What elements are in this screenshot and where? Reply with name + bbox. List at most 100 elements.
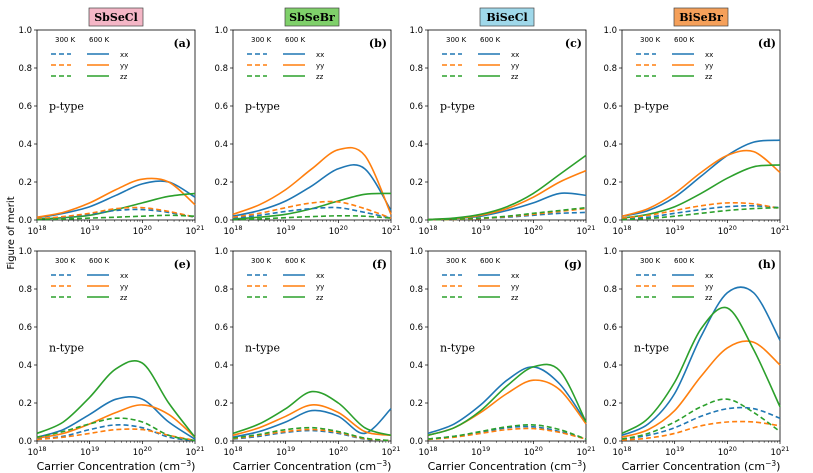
series-line-zz-600k xyxy=(621,306,781,435)
y-tick-label: 1.0 xyxy=(18,26,32,36)
y-tick-label: 0.8 xyxy=(603,64,617,74)
x-tick-label: 1020 xyxy=(133,224,152,237)
x-tick-label: 1021 xyxy=(185,445,204,458)
material-badge xyxy=(479,7,535,27)
material-name: SbSeCl xyxy=(94,11,138,24)
y-tick-label: 0.6 xyxy=(214,323,228,333)
series-line-yy-300k xyxy=(232,428,392,442)
y-tick-label: 1.0 xyxy=(409,26,423,36)
legend-label-yy: yy xyxy=(511,283,519,291)
material-badge xyxy=(88,7,144,27)
series-line-yy-600k xyxy=(621,149,781,217)
y-tick-label: 0.8 xyxy=(18,285,32,295)
y-tick-label: 0.6 xyxy=(18,323,32,333)
series-line-yy-600k xyxy=(232,146,392,216)
legend-label-yy: yy xyxy=(120,62,128,70)
y-tick-label: 0.8 xyxy=(214,64,228,74)
y-tick-label: 0.4 xyxy=(603,361,617,371)
legend-temp-300k: 300 K xyxy=(640,36,661,44)
legend-temp-300k: 300 K xyxy=(251,36,272,44)
x-tick-label: 1019 xyxy=(665,224,684,237)
series-line-zz-600k xyxy=(232,192,392,220)
y-tick-label: 0.6 xyxy=(409,323,423,333)
x-tick-label: 1020 xyxy=(524,445,543,458)
x-tick-label: 1021 xyxy=(185,224,204,237)
carrier-type-label: n-type xyxy=(245,342,280,355)
y-tick-label: 0.2 xyxy=(603,399,617,409)
series-line-xx-600k xyxy=(232,164,392,217)
y-tick-label: 0.4 xyxy=(214,140,228,150)
x-tick-label: 1020 xyxy=(133,445,152,458)
legend-temp-600k: 600 K xyxy=(89,36,110,44)
legend-temp-300k: 300 K xyxy=(446,36,467,44)
y-tick-label: 0.0 xyxy=(409,216,423,226)
legend-label-yy: yy xyxy=(705,283,713,291)
x-axis-label: Carrier Concentration (cm−3) xyxy=(233,459,392,473)
series-line-zz-600k xyxy=(427,363,587,437)
panel-label: (e) xyxy=(174,258,191,271)
x-tick-label: 1021 xyxy=(381,224,400,237)
y-tick-label: 0.4 xyxy=(409,361,423,371)
legend-temp-300k: 300 K xyxy=(640,257,661,265)
y-tick-label: 0.4 xyxy=(18,140,32,150)
y-tick-label: 0.8 xyxy=(603,285,617,295)
x-axis-label: Carrier Concentration (cm−3) xyxy=(37,459,196,473)
series-line-xx-600k xyxy=(36,396,196,440)
legend-label-xx: xx xyxy=(120,272,128,280)
y-tick-label: 0.8 xyxy=(18,64,32,74)
y-tick-label: 0.0 xyxy=(603,216,617,226)
y-tick-label: 0.4 xyxy=(603,140,617,150)
x-tick-label: 1019 xyxy=(471,224,490,237)
series-line-yy-300k xyxy=(232,200,392,219)
y-tick-label: 0.2 xyxy=(409,399,423,409)
series-line-yy-600k xyxy=(36,404,196,439)
series-line-zz-300k xyxy=(232,426,392,442)
material-name: BiSeCl xyxy=(486,11,527,24)
x-tick-label: 1020 xyxy=(718,445,737,458)
series-line-yy-600k xyxy=(621,340,781,438)
y-tick-label: 0.0 xyxy=(214,216,228,226)
series-line-yy-300k xyxy=(621,420,781,441)
legend-label-zz: zz xyxy=(705,73,713,81)
series-line-xx-600k xyxy=(232,408,392,438)
legend-temp-300k: 300 K xyxy=(251,257,272,265)
legend-temp-600k: 600 K xyxy=(89,257,110,265)
plot-frame xyxy=(427,250,587,442)
panel-label: (a) xyxy=(173,37,191,50)
carrier-type-label: p-type xyxy=(440,100,475,113)
plot-frame xyxy=(427,29,587,221)
series-line-yy-300k xyxy=(427,427,587,441)
y-tick-label: 0.8 xyxy=(214,285,228,295)
material-name: SbSeBr xyxy=(289,11,335,24)
legend-label-zz: zz xyxy=(511,294,519,302)
plot-frame xyxy=(621,250,781,442)
series-line-yy-300k xyxy=(36,206,196,220)
legend-label-xx: xx xyxy=(316,272,324,280)
legend-label-yy: yy xyxy=(511,62,519,70)
legend-temp-600k: 600 K xyxy=(285,36,306,44)
legend-label-xx: xx xyxy=(705,272,713,280)
panel-label: (h) xyxy=(758,258,776,271)
series-line-xx-300k xyxy=(232,429,392,442)
panel-label: (g) xyxy=(564,258,582,271)
legend-label-yy: yy xyxy=(316,283,324,291)
plot-frame xyxy=(232,250,392,442)
series-line-zz-600k xyxy=(36,359,196,438)
y-tick-label: 0.0 xyxy=(603,437,617,447)
panel-label: (c) xyxy=(565,37,582,50)
x-tick-label: 1019 xyxy=(80,445,99,458)
y-tick-label: 0.0 xyxy=(18,216,32,226)
series-line-yy-600k xyxy=(36,177,196,218)
y-tick-label: 1.0 xyxy=(214,26,228,36)
panel-label: (b) xyxy=(369,37,387,50)
x-tick-label: 1019 xyxy=(471,445,490,458)
series-line-yy-600k xyxy=(427,169,587,221)
material-name: BiSeBr xyxy=(679,11,723,24)
material-badge xyxy=(673,7,729,27)
